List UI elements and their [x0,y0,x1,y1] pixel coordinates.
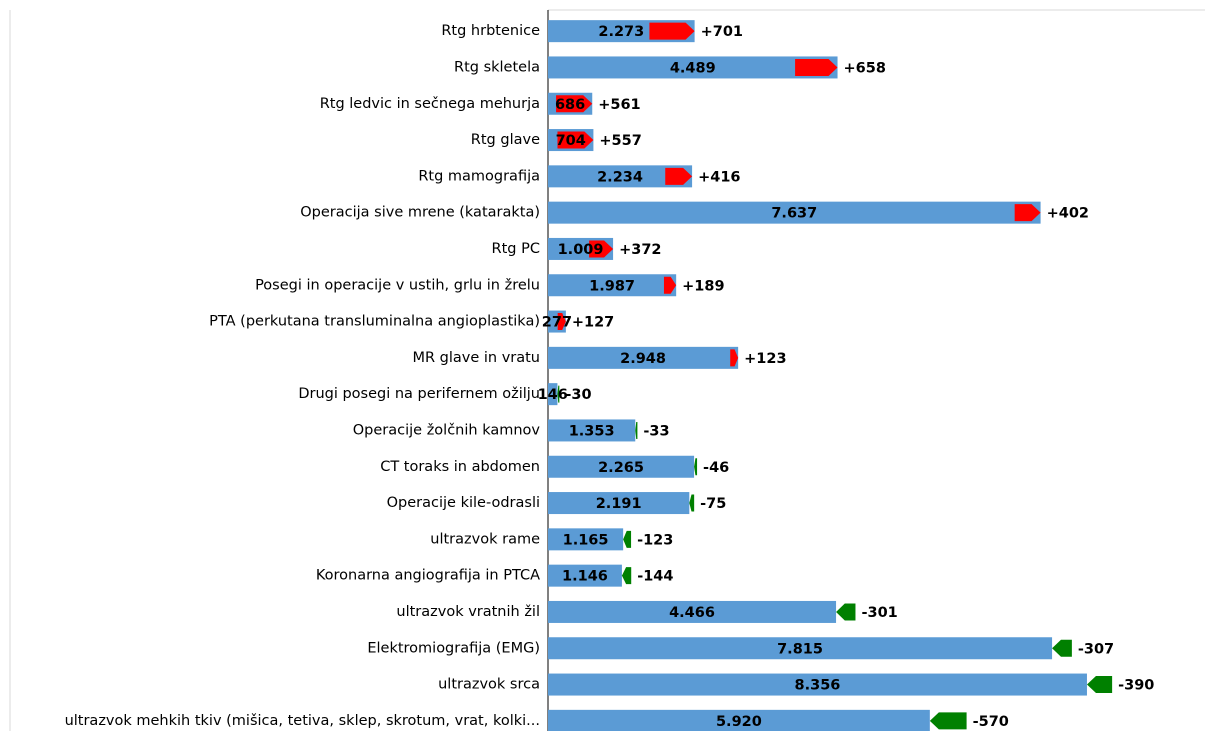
change-arrow [795,58,838,76]
value-label: 1.009 [558,242,604,258]
value-label: 2.191 [596,496,642,512]
category-label: Koronarna angiografija in PTCA [316,568,540,584]
value-label: 2.234 [597,169,643,185]
bar [548,673,1087,696]
value-label: 2.273 [598,24,644,40]
value-label: 2.265 [598,460,644,476]
change-arrow [730,349,739,367]
change-arrow [557,385,560,403]
category-label: PTA (perkutana transluminalna angioplast… [209,314,540,330]
change-arrow [557,131,594,149]
change-arrow [929,712,967,730]
change-label: -123 [637,532,673,548]
value-label: 1.146 [562,569,608,585]
category-label: Rtg hrbtenice [441,23,540,39]
change-label: +701 [701,24,743,40]
change-label: -307 [1078,641,1114,657]
bar [548,419,636,442]
change-arrow [694,458,698,476]
change-label: +123 [744,351,786,367]
change-arrow [556,95,593,113]
value-label: 704 [556,133,586,149]
category-label: Rtg skletela [454,59,540,75]
change-arrow [1014,204,1041,222]
category-label: ultrazvok vratnih žil [396,604,540,620]
change-label: +561 [598,97,640,113]
change-arrow [665,167,693,185]
category-label: MR glave in vratu [412,350,540,366]
category-label: ultrazvok srca [438,677,540,693]
change-arrow [689,494,695,512]
bar [548,564,622,587]
change-label: +127 [572,315,614,331]
bar [548,165,693,188]
value-label: 1.987 [589,278,635,294]
category-label: Operacije žolčnih kamnov [353,422,541,438]
category-label: Posegi in operacije v ustih, grlu in žre… [255,277,540,293]
value-label: 2.948 [620,351,666,367]
change-arrow [589,240,614,258]
change-arrow [557,313,566,331]
change-arrow [1052,639,1072,657]
value-label: 4.466 [669,605,715,621]
change-arrow [836,603,856,621]
change-label: +557 [599,133,641,149]
value-label: 7.637 [771,206,817,222]
value-label: 686 [555,97,585,113]
value-label: 1.165 [563,532,609,548]
bar [548,56,838,79]
value-label: 8.356 [795,678,841,694]
category-label: Operacija sive mrene (katarakta) [300,205,540,221]
bar [548,709,930,731]
bar [548,201,1041,224]
bar [548,492,690,515]
bar [548,274,677,297]
change-arrow [663,276,677,294]
change-label: +189 [682,278,724,294]
bar [548,600,837,623]
value-label: 277 [542,315,572,331]
bar [548,455,695,478]
value-label: 146 [538,387,568,403]
value-label: 1.353 [569,423,615,439]
change-label: -33 [643,423,669,439]
category-label: Drugi posegi na perifernem ožilju [298,386,540,402]
change-label: -30 [565,387,591,403]
change-arrow [621,567,632,585]
bar [548,528,624,551]
change-label: +402 [1047,206,1089,222]
change-label: -144 [637,569,673,585]
category-label: CT toraks in abdomen [380,459,540,475]
category-label: Rtg mamografija [418,168,540,184]
change-label: -570 [973,714,1009,730]
category-label: ultrazvok mehkih tkiv (mišica, tetiva, s… [65,713,540,729]
change-arrow [1086,676,1113,694]
bar [548,637,1053,660]
value-label: 5.920 [716,714,762,730]
category-label: Rtg glave [471,132,540,148]
change-label: +658 [844,60,886,76]
change-arrow [649,22,695,40]
bar [548,346,739,369]
value-label: 4.489 [670,60,716,76]
category-label: Operacije kile-odrasli [387,495,540,511]
change-label: -75 [700,496,726,512]
category-label: Rtg PC [492,241,540,257]
change-arrow [635,421,638,439]
bar [548,383,558,406]
category-label: Rtg ledvic in sečnega mehurja [320,96,540,112]
category-label: ultrazvok rame [430,531,540,547]
change-label: -301 [861,605,897,621]
category-label: Elektromiografija (EMG) [367,640,540,656]
change-label: -390 [1118,678,1154,694]
change-label: +372 [619,242,661,258]
change-arrow [623,530,632,548]
change-label: +416 [698,169,740,185]
change-label: -46 [703,460,729,476]
value-label: 7.815 [777,641,823,657]
